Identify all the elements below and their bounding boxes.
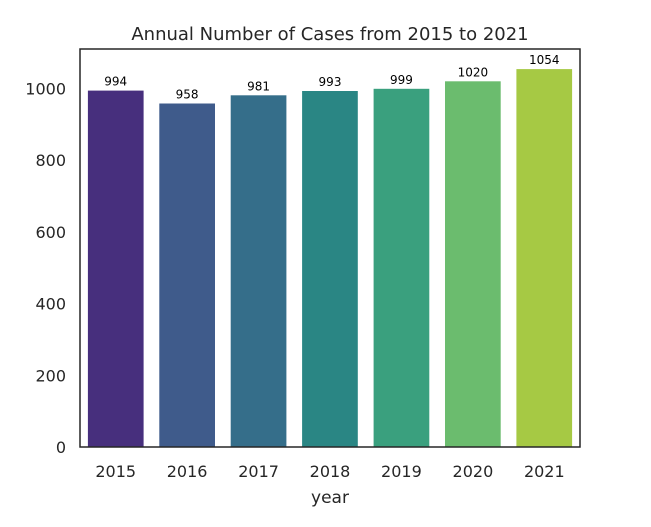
bar-2016 (159, 103, 215, 447)
x-tick-label-2016: 2016 (167, 462, 208, 481)
data-label-2016: 958 (176, 88, 199, 102)
data-label-2021: 1054 (529, 53, 560, 67)
bar-2021 (516, 69, 573, 447)
bar-2015 (87, 90, 144, 447)
x-tick-label-2020: 2020 (453, 462, 494, 481)
y-tick-label-0: 0 (56, 438, 66, 457)
y-tick-label-200: 200 (35, 366, 66, 385)
data-label-2020: 1020 (458, 65, 489, 79)
bar-2020 (445, 81, 501, 448)
y-tick-label-800: 800 (35, 151, 66, 170)
data-label-2018: 993 (319, 75, 342, 89)
data-label-2019: 999 (390, 73, 413, 87)
x-tick-label-2019: 2019 (381, 462, 422, 481)
x-tick-label-2017: 2017 (238, 462, 279, 481)
bar-2019 (373, 88, 430, 448)
x-tick-label-2015: 2015 (95, 462, 136, 481)
data-label-2017: 981 (247, 79, 270, 93)
chart-title: Annual Number of Cases from 2015 to 2021 (131, 24, 528, 45)
y-tick-label-1000: 1000 (25, 79, 66, 98)
bar-2017 (230, 95, 287, 448)
data-label-2015: 994 (104, 75, 127, 89)
x-tick-label-2018: 2018 (310, 462, 351, 481)
y-tick-label-600: 600 (35, 223, 66, 242)
plot-frame (79, 48, 581, 448)
y-tick-label-400: 400 (35, 295, 66, 314)
y-axis: 0 200 400 600 800 1000 (25, 79, 66, 457)
x-tick-label-2021: 2021 (524, 462, 565, 481)
bar-2018 (302, 91, 358, 447)
x-axis: 2015 2016 2017 2018 2019 2020 2021 (95, 462, 564, 481)
bars-group (87, 69, 573, 448)
x-axis-label: year (311, 488, 349, 508)
data-labels-group: 994 958 981 993 999 1020 1054 (104, 53, 559, 101)
